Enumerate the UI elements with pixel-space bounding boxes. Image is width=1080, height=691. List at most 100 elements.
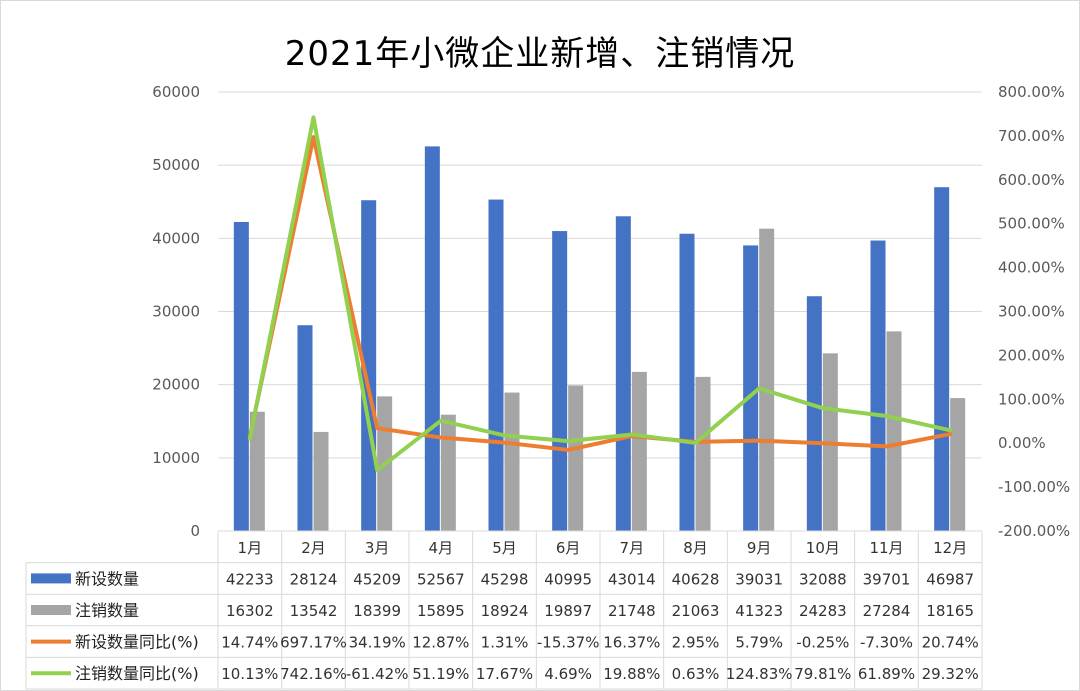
bar-cancel [249,411,265,531]
left-axis-ticks: 0 10000 20000 30000 40000 50000 60000 [152,83,200,540]
bar-cancel [440,414,456,531]
data-label: 46987 [926,570,974,588]
bar-cancel [950,398,966,531]
category-label: 12月 [933,539,967,557]
data-label: 18924 [481,602,529,620]
data-label: 14.74% [221,634,278,652]
chart-title: 2021年小微企业新增、注销情况 [284,34,796,74]
legend-swatch [31,573,71,584]
data-label: 39701 [863,570,911,588]
data-label: 21748 [608,602,656,620]
right-tick-label: 200.00% [998,346,1065,364]
category-label: 8月 [683,539,708,557]
category-label: 4月 [429,539,454,557]
data-label: -7.30% [860,634,913,652]
bar-new [870,240,886,532]
data-label: 45298 [481,570,529,588]
data-label: 20.74% [922,634,979,652]
data-label: -15.37% [537,634,600,652]
bar-cancel [695,376,711,531]
right-tick-label: 100.00% [998,390,1065,408]
legend-label: 新设数量 [75,569,139,588]
right-tick-label: 600.00% [998,171,1065,189]
bar-cancel [313,431,329,531]
data-label: 5.79% [735,634,783,652]
category-label: 1月 [238,539,263,557]
left-tick-label: 40000 [152,229,200,247]
left-tick-label: 10000 [152,449,200,467]
bar-new [488,199,504,531]
right-tick-label: -100.00% [998,478,1070,496]
line-series-1 [247,135,953,452]
data-label: -61.42% [346,665,409,683]
category-label: 2月 [301,539,326,557]
line-series [247,115,953,473]
grid-lines [218,91,982,459]
data-label: 18399 [353,602,401,620]
legend-label: 新设数量同比(%) [75,633,199,652]
bar-new [806,296,822,531]
right-tick-label: 500.00% [998,215,1065,233]
right-tick-label: -200.00% [998,522,1070,540]
data-label: 79.81% [794,665,851,683]
category-label: 10月 [806,539,840,557]
data-label: 1.31% [481,634,529,652]
bar-new [552,231,568,531]
data-label: 43014 [608,570,656,588]
bar-new [743,245,759,531]
data-label: 0.63% [672,665,720,683]
category-label: 6月 [556,539,581,557]
right-tick-label: 400.00% [998,259,1065,277]
data-label: 12.87% [412,634,469,652]
data-label: 61.89% [858,665,915,683]
bar-new [615,216,631,532]
left-tick-label: 0 [190,522,200,540]
data-label: 18165 [926,602,974,620]
data-label: 742.16% [280,665,347,683]
left-tick-label: 50000 [152,156,200,174]
bar-cancel [504,392,520,531]
data-label: 52567 [417,570,465,588]
data-label: 2.95% [672,634,720,652]
data-label: 45209 [353,570,401,588]
data-label: 4.69% [544,665,592,683]
bar-cancel [759,228,775,531]
category-label: 9月 [747,539,772,557]
legend-label: 注销数量同比(%) [75,664,199,683]
right-axis-ticks: -200.00% -100.00% 0.00% 100.00% 200.00% 300.0… [998,83,1070,540]
category-label: 3月 [365,539,390,557]
data-label: 32088 [799,570,847,588]
bar-new [679,233,695,531]
data-label: 29.32% [922,665,979,683]
data-label: 697.17% [280,634,347,652]
bar-cancel [631,371,647,531]
bar-new [297,325,313,531]
left-tick-label: 60000 [152,83,200,101]
data-label: 39031 [735,570,783,588]
data-label: 15895 [417,602,465,620]
data-label: 42233 [226,570,274,588]
bar-series [233,146,966,532]
bar-new [233,221,249,531]
data-label: 24283 [799,602,847,620]
data-label: 21063 [672,602,720,620]
bar-new [424,146,440,532]
data-label: 10.13% [221,665,278,683]
data-label: 27284 [863,602,911,620]
bar-cancel [886,331,902,531]
right-tick-label: 0.00% [998,434,1046,452]
bar-cancel [568,385,584,531]
data-label: 40995 [544,570,592,588]
legend-swatch [31,605,71,615]
left-tick-label: 30000 [152,303,200,321]
data-label: 34.19% [349,634,406,652]
category-label: 7月 [620,539,645,557]
data-label: 19897 [544,602,592,620]
right-tick-label: 800.00% [998,83,1065,101]
category-label: 11月 [869,539,903,557]
data-label: 16.37% [603,634,660,652]
category-label: 5月 [492,539,517,557]
data-label: 40628 [672,570,720,588]
